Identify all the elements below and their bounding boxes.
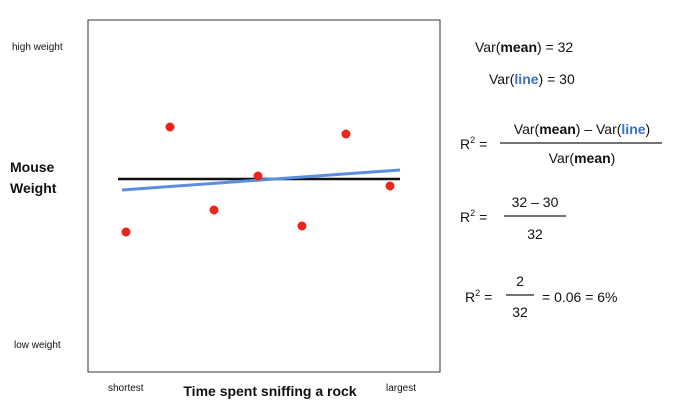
text: mean: [574, 150, 611, 166]
numerator: 32 – 30: [512, 194, 559, 210]
points: [121, 122, 395, 237]
text: Var(: [549, 150, 575, 166]
r2-label: R2 =: [460, 208, 487, 225]
text: R: [460, 209, 470, 225]
plot-frame: [87, 19, 441, 373]
r2-label: R2 =: [460, 135, 487, 152]
text: Var(: [475, 39, 501, 55]
numerator: 2: [516, 273, 524, 289]
point: [341, 129, 351, 139]
point: [385, 181, 395, 191]
text: ): [646, 121, 651, 137]
y-axis-label: Mouse: [10, 159, 55, 175]
text: R: [460, 136, 470, 152]
r2: R2 =: [460, 135, 487, 152]
result: = 0.06 = 6%: [542, 289, 618, 305]
text: 2: [470, 208, 475, 218]
text: =: [479, 136, 487, 152]
text: R: [465, 289, 475, 305]
text: =: [479, 209, 487, 225]
text: Var(: [489, 71, 515, 87]
numerator: Var(mean) – Var(line): [514, 121, 650, 137]
text: =: [484, 289, 492, 305]
text: 2: [470, 135, 475, 145]
r2: R2 =: [460, 208, 487, 225]
point: [297, 221, 307, 231]
y-axis-label: Weight: [10, 180, 57, 196]
text: ) = 30: [539, 71, 575, 87]
x-axis-label: Time spent sniffing a rock: [183, 383, 356, 399]
denominator: 32: [527, 226, 543, 242]
point: [209, 205, 219, 215]
y-low-label: low weight: [14, 340, 61, 351]
r2-label: R2 =: [465, 288, 492, 305]
denominator: 32: [512, 304, 528, 320]
x-high-label: largest: [386, 383, 416, 394]
text: mean: [500, 39, 537, 55]
r2: R2 =: [465, 288, 492, 305]
text: mean: [539, 121, 576, 137]
text: line: [514, 71, 538, 87]
point: [121, 227, 131, 237]
var-line: Var(line) = 30: [489, 71, 575, 87]
point: [253, 171, 263, 181]
text: Var(: [514, 121, 540, 137]
text: ): [611, 150, 616, 166]
text: 2: [475, 288, 480, 298]
text: ) – Var(: [576, 121, 622, 137]
var-mean: Var(mean) = 32: [475, 39, 573, 55]
text: line: [621, 121, 645, 137]
point: [165, 122, 175, 132]
fit-line: [121, 168, 401, 192]
denominator: Var(mean): [549, 150, 616, 166]
x-low-label: shortest: [108, 383, 144, 394]
y-high-label: high weight: [12, 42, 63, 53]
text: ) = 32: [537, 39, 573, 55]
